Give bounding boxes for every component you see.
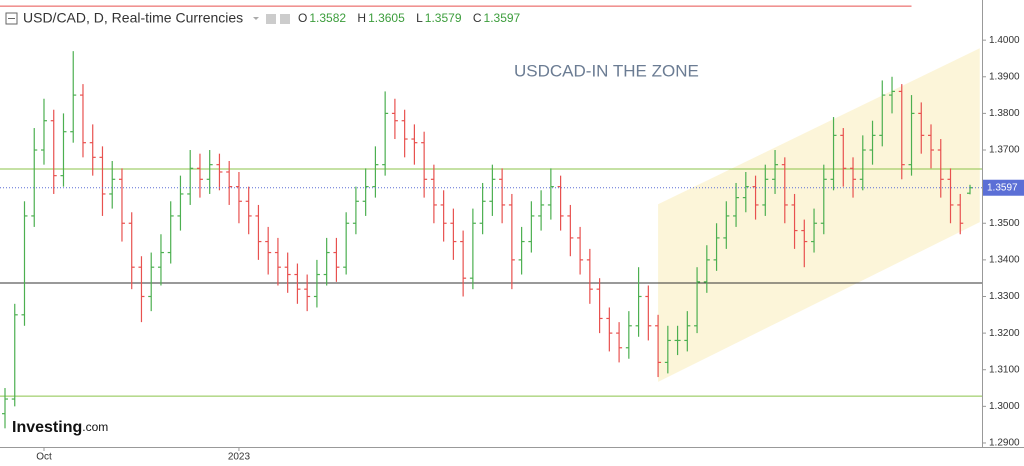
logo: Investing.com	[12, 419, 108, 436]
settings-icon	[266, 14, 276, 24]
last-price-tag	[983, 179, 1024, 196]
y-tick-label: 1.3800	[989, 108, 1020, 119]
ohlc-label: L	[416, 11, 423, 25]
logo-main: Investing	[12, 419, 82, 436]
y-tick-label: 1.3900	[989, 71, 1020, 82]
ohlc-value: 1.3579	[425, 11, 462, 25]
y-tick-label: 1.3400	[989, 255, 1020, 266]
ohlc-value: 1.3582	[309, 11, 346, 25]
y-tick-label: 1.3100	[989, 364, 1020, 375]
trend-channel	[658, 48, 980, 382]
y-tick-label: 1.3500	[989, 218, 1020, 229]
y-tick-label: 1.3300	[989, 291, 1020, 302]
y-tick-label: 1.2900	[989, 438, 1020, 449]
ohlc-readout: O 1.3582 H 1.3605 L 1.3579 C 1.3597	[298, 11, 521, 25]
chart-title: USD/CAD, D, Real-time Currencies	[23, 10, 243, 26]
ohlc-label: O	[298, 11, 307, 25]
dropdown-icon	[253, 17, 259, 20]
logo-suffix: .com	[82, 420, 108, 434]
ohlc-label: C	[473, 11, 482, 25]
ohlc-value: 1.3605	[368, 11, 405, 25]
plot-area	[0, 5, 982, 429]
visibility-icon	[280, 14, 290, 24]
x-tick-label: Oct	[36, 452, 52, 463]
header: USD/CAD, D, Real-time Currencies O 1.3582…	[5, 10, 521, 26]
ohlc-value: 1.3597	[484, 11, 521, 25]
y-tick-label: 1.4000	[989, 35, 1020, 46]
annotation: USDCAD-IN THE ZONE	[514, 61, 699, 80]
y-tick-label: 1.3700	[989, 145, 1020, 156]
ohlc-label: H	[357, 11, 366, 25]
collapse-icon	[5, 12, 18, 25]
x-tick-label: 2023	[228, 452, 251, 463]
y-tick-label: 1.3200	[989, 328, 1020, 339]
y-tick-label: 1.3000	[989, 401, 1020, 412]
last-price-label: 1.3597	[987, 182, 1018, 193]
